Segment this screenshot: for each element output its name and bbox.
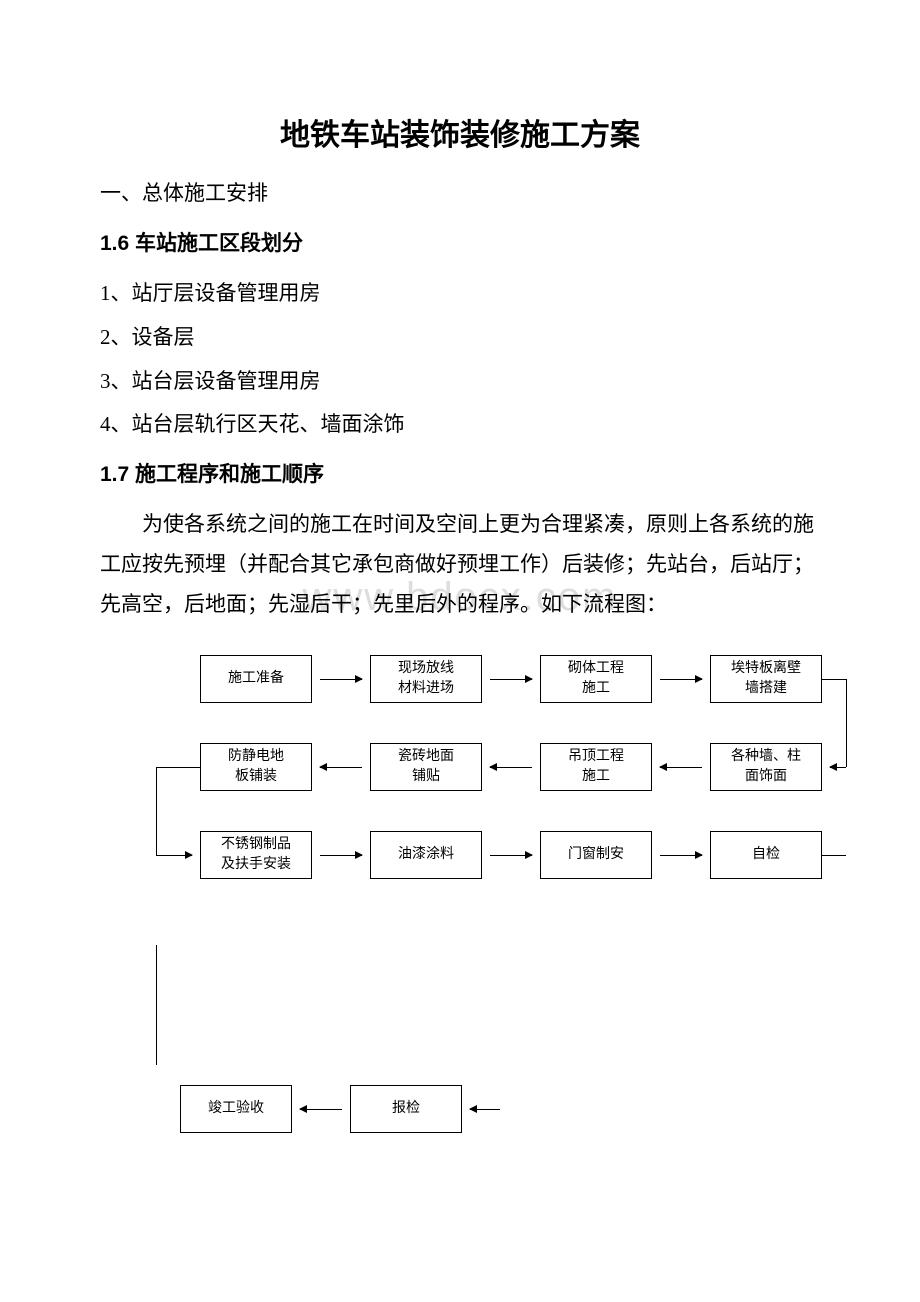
intro-paragraph: 为使各系统之间的施工在时间及空间上更为合理紧凑，原则上各系统的施工应按先预埋（并… xyxy=(100,505,820,625)
flow-node-prep: 施工准备 xyxy=(200,655,312,703)
arrow-icon xyxy=(490,679,532,680)
connector-line xyxy=(846,679,847,767)
arrow-icon xyxy=(830,767,846,768)
list-item: 4、站台层轨行区天花、墙面涂饰 xyxy=(100,405,820,445)
arrow-icon xyxy=(660,855,702,856)
flow-node-masonry: 砌体工程 施工 xyxy=(540,655,652,703)
connector-line xyxy=(156,945,157,1065)
flow-node-doors: 门窗制安 xyxy=(540,831,652,879)
arrow-icon xyxy=(300,1109,342,1110)
connector-line xyxy=(156,767,157,855)
section-overall: 一、总体施工安排 xyxy=(100,174,820,214)
list-item: 1、站厅层设备管理用房 xyxy=(100,274,820,314)
arrow-icon xyxy=(320,767,362,768)
list-item: 2、设备层 xyxy=(100,318,820,358)
heading-1-7: 1.7 施工程序和施工顺序 xyxy=(100,455,820,495)
flow-node-tile: 瓷砖地面 铺贴 xyxy=(370,743,482,791)
arrow-icon xyxy=(490,855,532,856)
flow-node-wall-finish: 各种墙、柱 面饰面 xyxy=(710,743,822,791)
flow-node-layout: 现场放线 材料进场 xyxy=(370,655,482,703)
flow-node-antistatic: 防静电地 板铺装 xyxy=(200,743,312,791)
arrow-icon xyxy=(660,679,702,680)
page-content: 地铁车站装饰装修施工方案 一、总体施工安排 1.6 车站施工区段划分 1、站厅层… xyxy=(0,0,920,1235)
arrow-icon xyxy=(490,767,532,768)
connector-line xyxy=(822,679,846,680)
arrow-icon xyxy=(156,855,192,856)
flow-node-self-check: 自检 xyxy=(710,831,822,879)
flow-node-steel: 不锈钢制品 及扶手安装 xyxy=(200,831,312,879)
flow-node-report: 报检 xyxy=(350,1085,462,1133)
flowchart: 施工准备 现场放线 材料进场 砌体工程 施工 埃特板离壁 墙搭建 防静电地 板铺… xyxy=(140,655,820,1175)
arrow-icon xyxy=(320,855,362,856)
arrow-icon xyxy=(320,679,362,680)
connector-line xyxy=(822,855,846,856)
arrow-icon xyxy=(660,767,702,768)
arrow-icon xyxy=(470,1109,500,1110)
heading-1-6: 1.6 车站施工区段划分 xyxy=(100,224,820,264)
flow-node-complete: 竣工验收 xyxy=(180,1085,292,1133)
flow-node-wall-build: 埃特板离壁 墙搭建 xyxy=(710,655,822,703)
page-title: 地铁车站装饰装修施工方案 xyxy=(100,110,820,154)
list-item: 3、站台层设备管理用房 xyxy=(100,362,820,402)
flow-node-ceiling: 吊顶工程 施工 xyxy=(540,743,652,791)
connector-line xyxy=(156,767,200,768)
flow-node-paint: 油漆涂料 xyxy=(370,831,482,879)
